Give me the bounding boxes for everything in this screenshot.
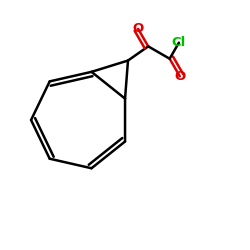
- Text: O: O: [132, 22, 144, 35]
- Text: Cl: Cl: [172, 36, 186, 49]
- Text: O: O: [174, 70, 186, 83]
